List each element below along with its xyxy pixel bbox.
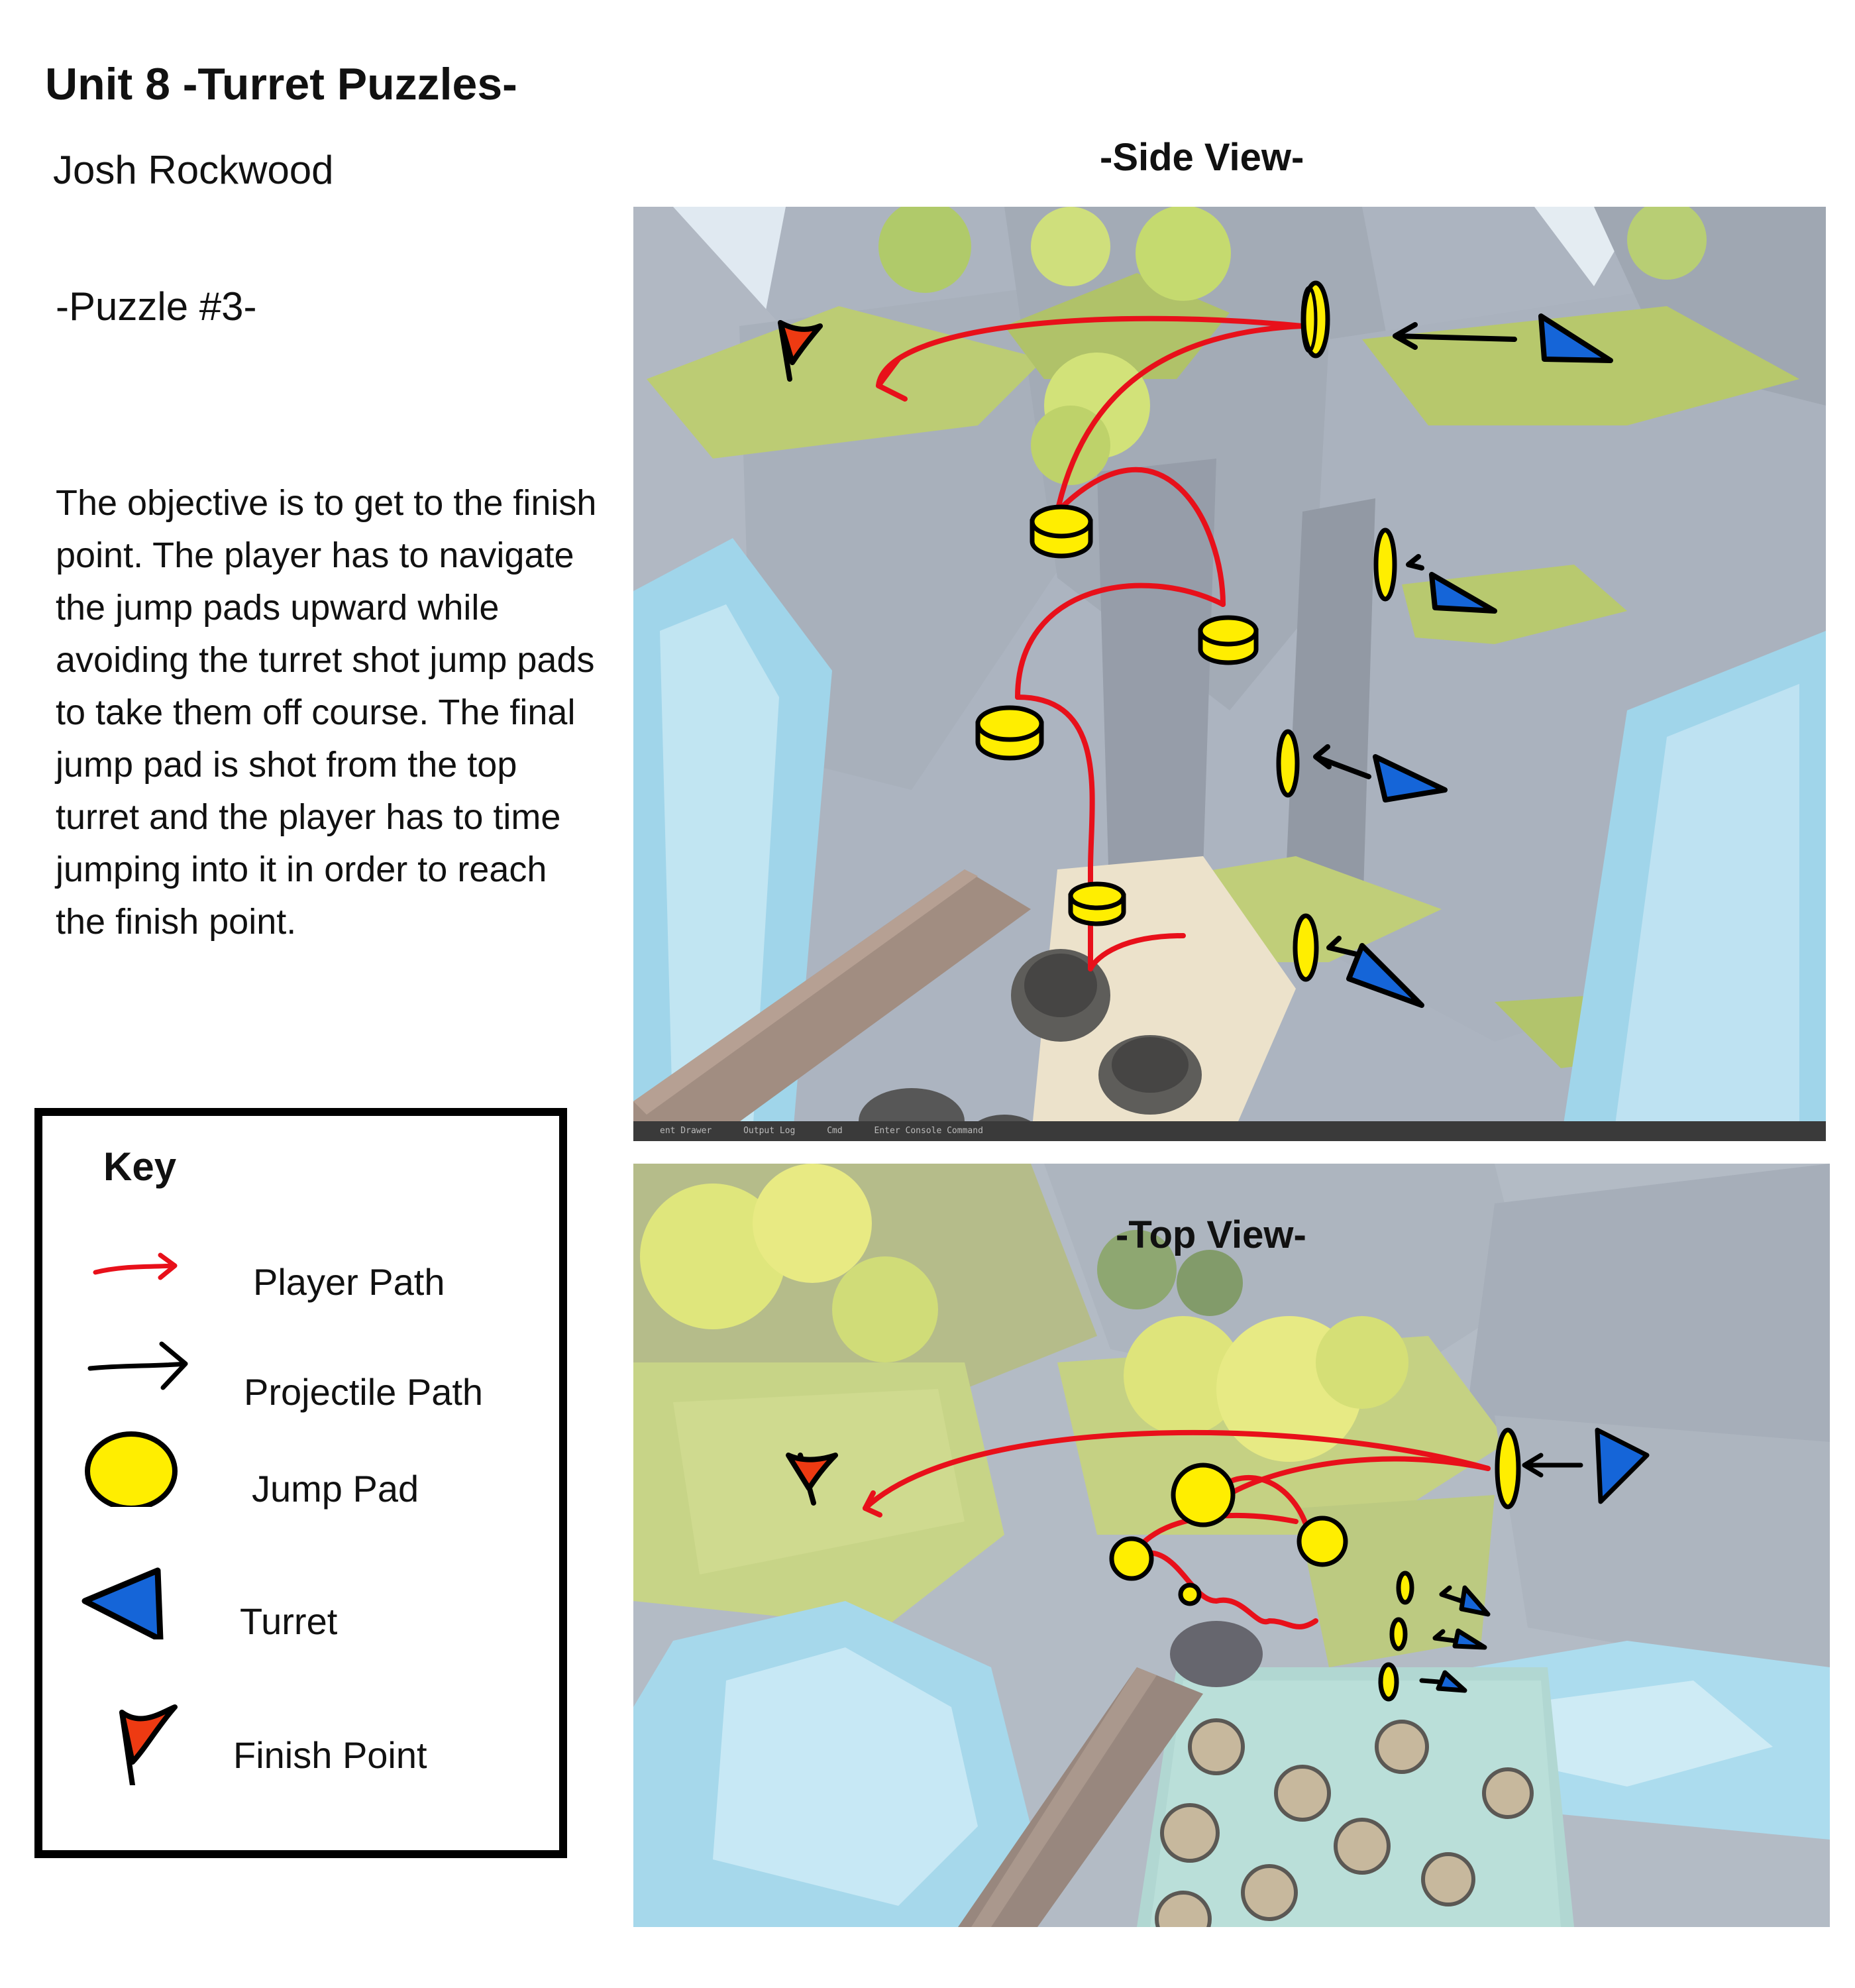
content-drawer-tab[interactable]: ent Drawer — [660, 1126, 712, 1136]
finish-flag — [778, 320, 823, 382]
turret-2 — [1429, 572, 1497, 614]
turret-3 — [1373, 754, 1448, 802]
legend-item-jump-pad: Jump Pad — [42, 1408, 559, 1510]
finish-flag-icon — [119, 1704, 178, 1785]
jump-pad-1 — [1171, 1463, 1236, 1527]
arena-pads — [1155, 1718, 1534, 1927]
player-path — [876, 315, 1305, 971]
turret-icon — [81, 1567, 164, 1639]
legend-item-player-path: Player Path — [42, 1226, 559, 1325]
shot-jump-pad-2 — [1396, 1571, 1414, 1605]
top-view-screenshot — [633, 1164, 1830, 1927]
shot-jump-pad-2 — [1373, 527, 1397, 602]
turret-3 — [1452, 1628, 1487, 1650]
console-input[interactable]: Enter Console Command — [874, 1126, 983, 1136]
side-view-scene — [633, 207, 1826, 1141]
legend-label-jump-pad: Jump Pad — [252, 1468, 419, 1510]
shot-jump-pad-1 — [1300, 280, 1330, 359]
page-title: Unit 8 -Turret Puzzles- — [45, 59, 517, 109]
jump-pad-3 — [975, 705, 1044, 761]
projectile-paths — [1313, 322, 1517, 958]
output-log-tab[interactable]: Output Log — [743, 1126, 796, 1136]
turret-4 — [1436, 1670, 1467, 1693]
turrets — [1346, 313, 1613, 1008]
cmd-dropdown[interactable]: Cmd — [827, 1126, 843, 1136]
turrets — [1436, 1427, 1650, 1693]
turret-top — [1538, 313, 1613, 363]
legend-label-projectile-path: Projectile Path — [244, 1371, 484, 1413]
jump-pad-4 — [1068, 881, 1126, 926]
jump-pad-1 — [1030, 504, 1093, 559]
turret-2 — [1459, 1585, 1491, 1617]
jump-pads — [975, 280, 1397, 982]
legend-item-projectile-path: Projectile Path — [42, 1305, 559, 1413]
legend-label-turret: Turret — [240, 1600, 338, 1642]
puzzle-number: -Puzzle #3- — [56, 284, 257, 329]
editor-status-bar: ent Drawer Output Log Cmd Enter Console … — [633, 1121, 1826, 1141]
legend-item-finish-point: Finish Point — [42, 1686, 559, 1785]
shot-jump-pad-3 — [1276, 729, 1300, 798]
legend-label-player-path: Player Path — [253, 1261, 445, 1303]
side-view-label: -Side View- — [1100, 136, 1304, 179]
jump-pad-2 — [1297, 1516, 1348, 1567]
side-view-screenshot: ent Drawer Output Log Cmd Enter Console … — [633, 207, 1826, 1141]
player-path-arrow-icon — [93, 1252, 178, 1280]
jump-pad-icon — [85, 1431, 178, 1507]
shot-jump-pad-3 — [1389, 1617, 1408, 1651]
projectile-path-arrow-icon — [87, 1341, 188, 1390]
legend-title: Key — [103, 1144, 177, 1189]
projectile-paths — [1419, 1453, 1583, 1684]
jump-pad-2 — [1198, 615, 1259, 665]
puzzle-description: The objective is to get to the finish po… — [56, 483, 597, 942]
turret-4 — [1346, 943, 1424, 1008]
legend-label-finish-point: Finish Point — [233, 1734, 427, 1776]
jump-pads — [1109, 1427, 1521, 1702]
shot-jump-pad-1 — [1495, 1427, 1521, 1510]
top-view-label: -Top View- — [1116, 1213, 1306, 1256]
finish-flag — [786, 1453, 838, 1506]
author-name: Josh Rockwood — [53, 148, 334, 192]
legend-item-turret: Turret — [42, 1540, 559, 1642]
turret-top — [1595, 1427, 1650, 1504]
legend: Key Player Path Projectile Path Jump Pad… — [34, 1108, 567, 1858]
top-view-scene — [633, 1164, 1830, 1927]
jump-pad-4 — [1178, 1582, 1202, 1606]
shot-jump-pad-4 — [1378, 1662, 1399, 1702]
shot-jump-pad-4 — [1293, 913, 1319, 982]
jump-pad-3 — [1109, 1536, 1154, 1581]
